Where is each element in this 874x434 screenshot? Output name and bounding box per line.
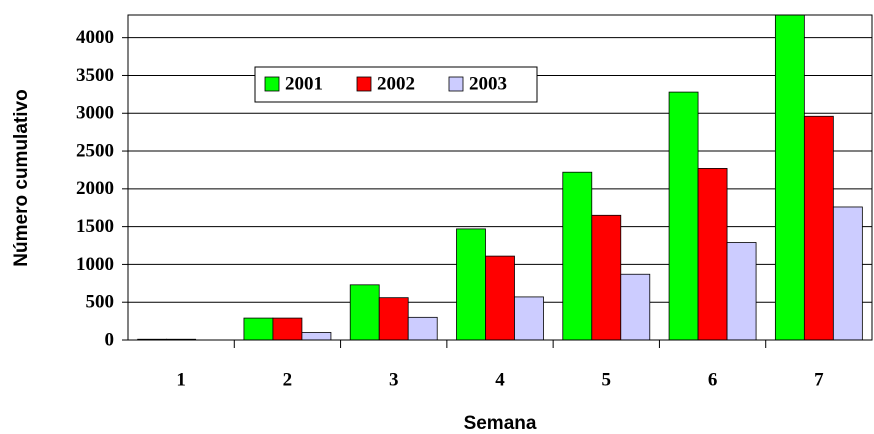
- bar: [726, 242, 757, 341]
- bar: [272, 317, 303, 341]
- bar: [562, 171, 593, 341]
- bar: [620, 273, 651, 341]
- bar: [803, 115, 834, 341]
- x-tick-label: 5: [602, 369, 612, 390]
- y-tick-label: 3500: [76, 65, 114, 86]
- y-tick-label: 2000: [76, 178, 114, 199]
- bar: [485, 255, 515, 341]
- x-axis-title: Semana: [464, 413, 537, 434]
- bar: [378, 297, 409, 341]
- legend-label: 2003: [469, 73, 507, 94]
- x-tick-label: 7: [814, 369, 824, 390]
- legend-label: 2001: [285, 73, 323, 94]
- bar: [243, 317, 274, 341]
- x-tick-label: 2: [283, 369, 293, 390]
- y-tick-label: 500: [86, 292, 115, 313]
- legend-swatch: [264, 76, 280, 92]
- y-tick-label: 2500: [76, 140, 114, 161]
- bar: [668, 91, 699, 341]
- bar: [349, 284, 380, 341]
- y-tick-label: 1500: [76, 216, 114, 237]
- bar: [456, 228, 486, 341]
- plot-border: [127, 14, 873, 341]
- legend-label: 2002: [377, 73, 415, 94]
- y-tick-label: 1000: [76, 254, 114, 275]
- bar: [591, 214, 622, 341]
- bar: [774, 14, 805, 341]
- x-tick-label: 3: [389, 369, 399, 390]
- x-tick-label: 6: [708, 369, 718, 390]
- x-tick-label: 1: [176, 369, 186, 390]
- legend-swatch: [356, 76, 372, 92]
- y-tick-label: 4000: [76, 27, 114, 48]
- bar: [301, 332, 332, 341]
- y-tick-label: 0: [105, 329, 115, 350]
- bar: [832, 206, 863, 341]
- x-tick-label: 4: [495, 369, 505, 390]
- bar: [697, 168, 728, 341]
- bar: [514, 296, 544, 341]
- legend-swatch: [448, 76, 464, 92]
- legend-box: [254, 66, 538, 103]
- bar: [407, 316, 438, 341]
- y-axis-title: Número cumulativo: [11, 89, 32, 266]
- y-tick-label: 3000: [76, 103, 114, 124]
